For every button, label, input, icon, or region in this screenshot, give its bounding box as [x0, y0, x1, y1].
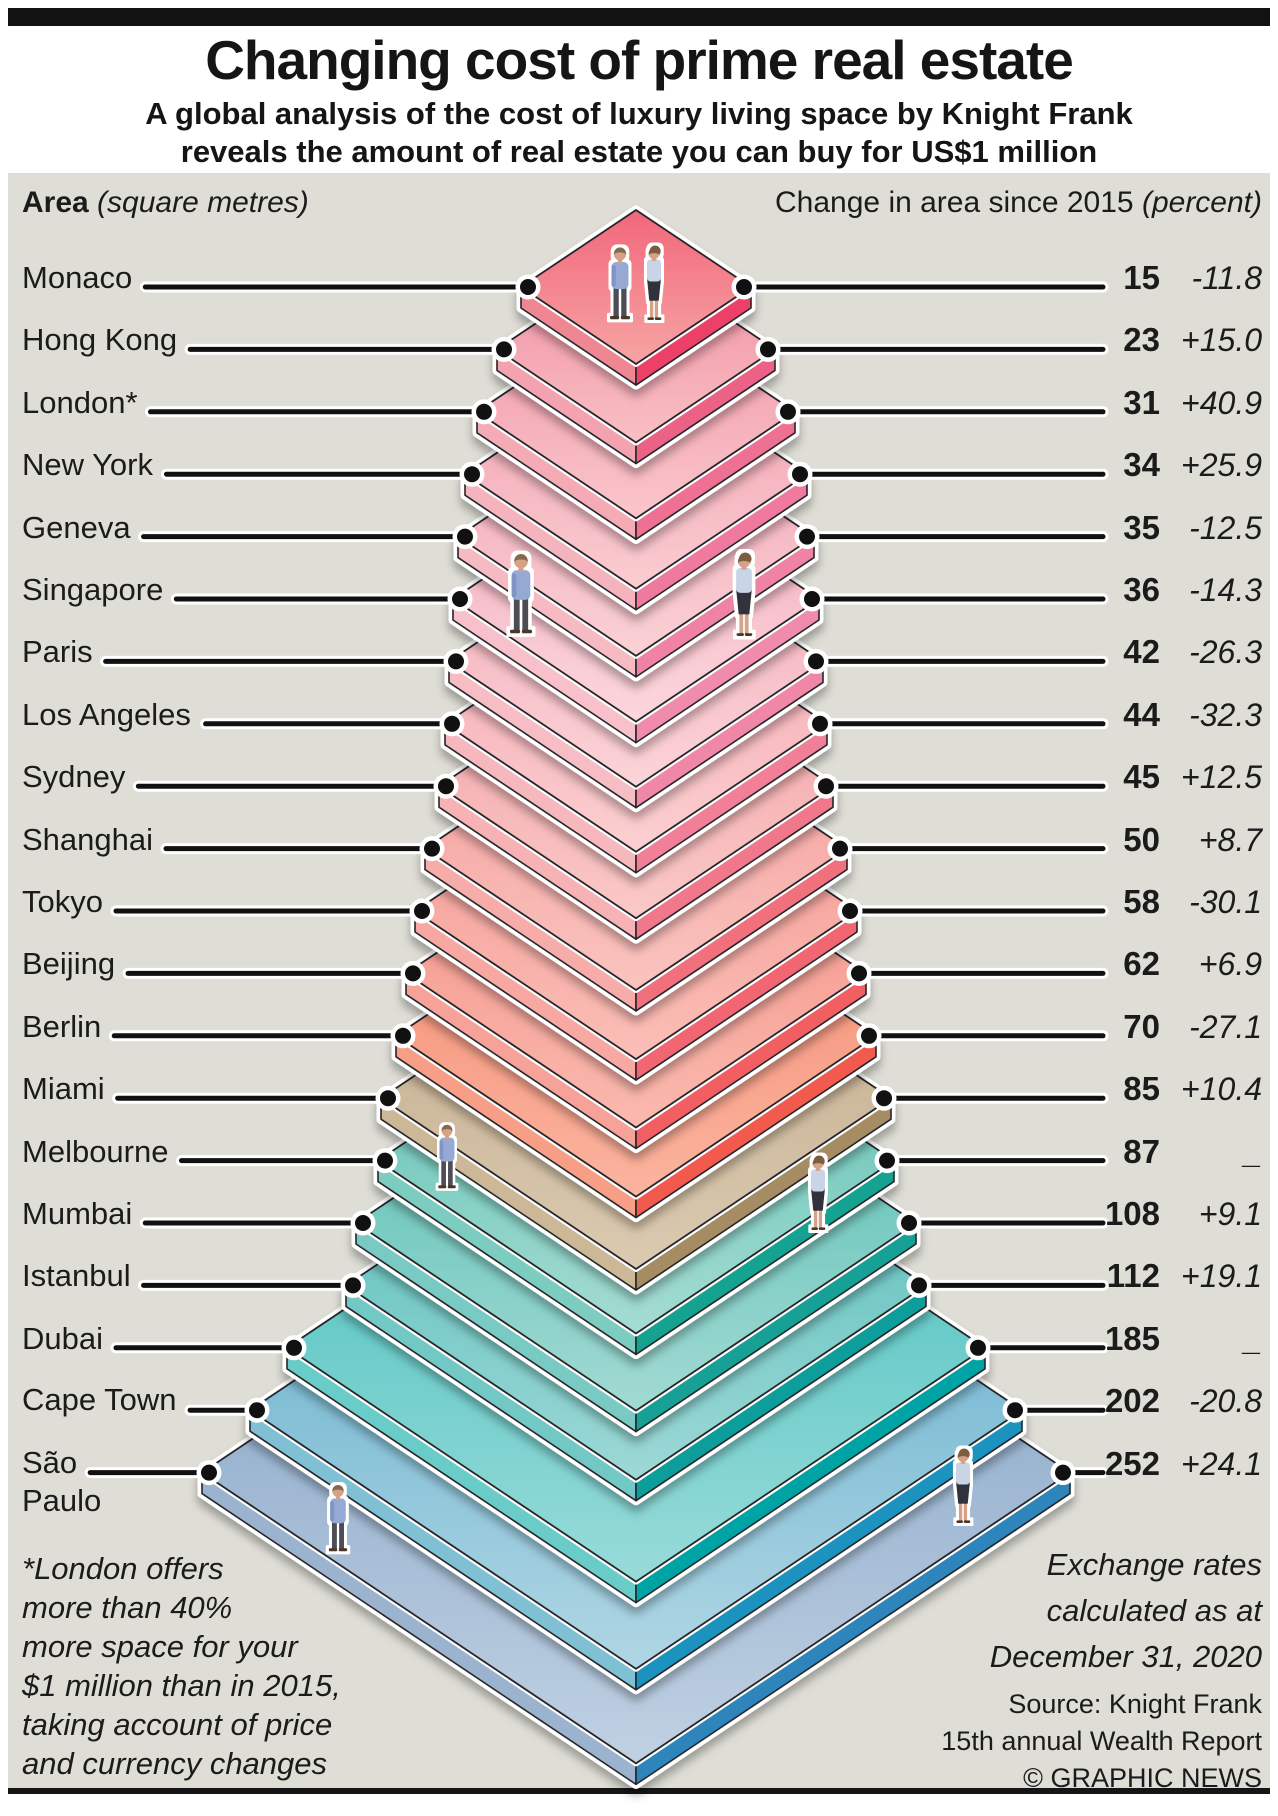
footnote-exchange-line: Exchange rates: [1046, 1547, 1262, 1582]
bottom-rule: [8, 1788, 1270, 1794]
footnote-london-line: *London offers: [22, 1551, 224, 1586]
woman-figure: [810, 1155, 826, 1230]
footnote-london-line: $1 million than in 2015,: [22, 1668, 341, 1703]
woman-figure: [955, 1448, 971, 1523]
top-bar: [8, 8, 1270, 26]
column-header-change: Change in area since 2015 (percent): [775, 186, 1262, 220]
page-title: Changing cost of prime real estate: [205, 29, 1074, 91]
woman-figure: [736, 552, 753, 636]
slab-Monaco: [516, 205, 756, 390]
footnote-london-line: more than 40%: [22, 1590, 233, 1625]
man-figure: [509, 553, 533, 634]
subtitle-line-1: A global analysis of the cost of luxury …: [145, 96, 1133, 131]
change-header-label: Change in area since 2015: [775, 186, 1142, 219]
footnote-london-line: more space for your: [22, 1629, 298, 1664]
column-header-area: Area (square metres): [22, 186, 309, 220]
woman-figure: [646, 245, 662, 320]
man-figure: [328, 1484, 348, 1552]
footnote-exchange: Exchange rates calculated as at December…: [990, 1542, 1262, 1680]
source-line: 15th annual Wealth Report: [941, 1726, 1262, 1756]
footnote-exchange-line: December 31, 2020: [989, 1639, 1262, 1674]
footnote-exchange-line: calculated as at: [1046, 1593, 1262, 1628]
area-header-label: Area: [22, 186, 89, 219]
source-line: Source: Knight Frank: [1008, 1689, 1262, 1719]
area-header-unit: (square metres): [88, 186, 309, 219]
man-figure: [609, 247, 631, 320]
footnote-london-line: taking account of price: [22, 1707, 333, 1742]
subtitle: A global analysis of the cost of luxury …: [0, 95, 1278, 171]
change-header-unit: (percent): [1141, 186, 1262, 219]
source-credit: Source: Knight Frank 15th annual Wealth …: [941, 1686, 1262, 1797]
source-line: © GRAPHIC NEWS: [1023, 1763, 1262, 1793]
man-figure: [438, 1124, 456, 1189]
footnote-london: *London offers more than 40% more space …: [22, 1549, 341, 1783]
subtitle-line-2: reveals the amount of real estate you ca…: [180, 134, 1098, 169]
footnote-london-line: and currency changes: [22, 1746, 328, 1781]
